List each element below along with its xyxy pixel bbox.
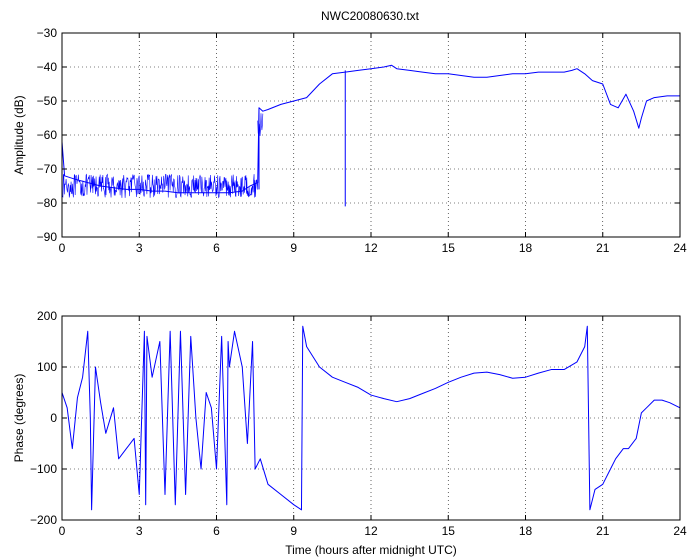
x-tick-label: 15 (442, 241, 456, 255)
y-tick-label: 0 (50, 411, 57, 425)
x-tick-label: 18 (519, 241, 533, 255)
series-group (62, 64, 680, 207)
x-tick-label: 12 (364, 524, 378, 538)
series-noise-band (62, 173, 258, 199)
y-tick-label: −70 (37, 162, 58, 176)
x-tick-label: 6 (213, 241, 220, 255)
series-line (62, 325, 680, 511)
y-tick-label: −90 (37, 230, 58, 244)
x-tick-label: 18 (519, 524, 533, 538)
y-tick-label: −200 (30, 513, 57, 527)
y-tick-label: −50 (37, 94, 58, 108)
x-tick-label: 9 (290, 524, 297, 538)
x-tick-label: 15 (442, 524, 456, 538)
x-tick-label: 3 (136, 524, 143, 538)
x-tick-label: 12 (364, 241, 378, 255)
y-tick-label: −100 (30, 462, 57, 476)
x-tick-label: 24 (673, 241, 687, 255)
x-tick-label: 3 (136, 241, 143, 255)
phase-panel: 0 3 6 9 12 15 18 21 24 −200 −100 0 100 200 Phase (degr… (12, 309, 687, 557)
y-tick-label: −30 (37, 26, 58, 40)
x-tick-label: 21 (596, 241, 610, 255)
series-group (62, 325, 680, 511)
y-tick-label: 200 (37, 309, 57, 323)
y-tick-label: −40 (37, 60, 58, 74)
x-tick-label: 9 (290, 241, 297, 255)
x-tick-label: 21 (596, 524, 610, 538)
x-tick-label: 0 (59, 241, 66, 255)
y-axis-label: Amplitude (dB) (12, 95, 26, 174)
x-tick-label: 0 (59, 524, 66, 538)
x-tick-label: 24 (673, 524, 687, 538)
chart-title: NWC20080630.txt (321, 9, 420, 23)
y-axis-label: Phase (degrees) (12, 374, 26, 463)
x-axis-label: Time (hours after midnight UTC) (285, 543, 457, 557)
y-tick-label: −80 (37, 196, 58, 210)
y-tick-label: 100 (37, 360, 57, 374)
x-tick-label: 6 (213, 524, 220, 538)
amplitude-panel: 0 3 6 9 12 15 18 21 24 −90 −80 −70 −60 −50 −40 −30 Ampli… (12, 26, 687, 255)
series-line (62, 64, 680, 194)
y-tick-label: −60 (37, 128, 58, 142)
